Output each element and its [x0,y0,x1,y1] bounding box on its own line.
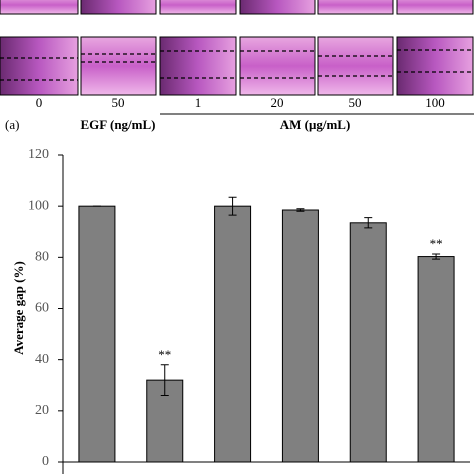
y-axis-title: Average gap (%) [11,261,26,355]
micrographs [0,0,474,96]
error-bar [228,196,237,216]
group-label: EGF (ng/mL) [81,117,156,132]
y-tick-label: 60 [35,301,49,316]
concentration-label: 50 [349,95,362,110]
y-tick-label: 0 [42,454,49,469]
group-label: AM (μg/mL) [280,117,351,132]
error-bar [432,253,441,260]
significance-label: ** [430,236,443,251]
concentration-label: 0 [36,95,43,110]
y-tick-label: 40 [35,352,49,367]
bar [349,222,387,463]
concentration-label: 100 [425,95,445,110]
error-bar [364,217,373,229]
concentration-label: 50 [112,95,125,110]
bar [78,205,116,463]
bar [214,205,252,463]
y-tick-label: 20 [35,403,49,418]
bar [281,209,319,463]
error-bar [160,364,169,396]
y-tick-label: 120 [28,147,49,162]
y-tick-label: 80 [35,250,49,265]
y-tick-label: 100 [28,198,49,213]
panel-label: (a) [5,117,19,132]
error-bar [296,208,305,212]
concentration-label: 1 [195,95,202,110]
significance-label: ** [158,347,171,362]
concentration-label: 20 [271,95,284,110]
bar [417,256,455,463]
